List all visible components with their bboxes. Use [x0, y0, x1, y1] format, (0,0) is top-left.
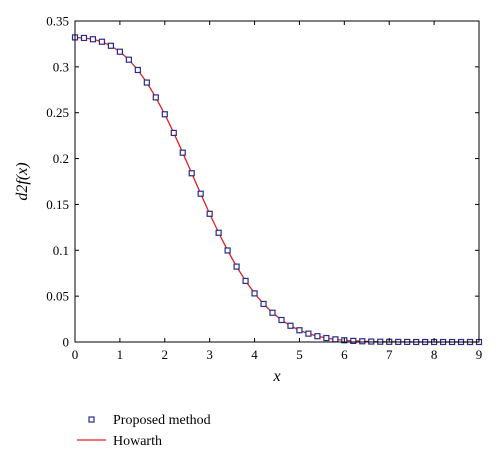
- legend-label-proposed-method: Proposed method: [113, 413, 211, 428]
- data-point-proposed-method: [80, 34, 88, 42]
- data-point-proposed-method: [134, 66, 141, 74]
- data-point-proposed-method: [242, 277, 249, 285]
- series-line-howarth: [74, 36, 479, 343]
- data-point-proposed-method: [260, 300, 267, 308]
- data-point-proposed-method: [125, 56, 132, 63]
- y-tick-label: 0.2: [53, 151, 69, 166]
- legend-label-howarth: Howarth: [113, 434, 162, 449]
- x-tick-label: 5: [296, 347, 303, 362]
- data-point-proposed-method: [305, 330, 312, 337]
- x-tick-label: 2: [162, 347, 169, 362]
- y-tick-label: 0.1: [53, 243, 69, 258]
- y-tick-label: 0: [63, 335, 70, 350]
- data-point-proposed-method: [233, 263, 240, 270]
- data-point-proposed-method: [215, 229, 222, 236]
- data-point-proposed-method: [251, 290, 258, 297]
- data-point-proposed-method: [332, 336, 339, 343]
- y-tick-label: 0.25: [46, 105, 69, 120]
- x-tick-label: 1: [117, 347, 124, 362]
- data-point-proposed-method: [116, 48, 123, 55]
- y-tick-label: 0.3: [53, 59, 69, 74]
- x-tick-label: 7: [386, 347, 393, 362]
- data-point-proposed-method: [161, 111, 168, 118]
- data-point-proposed-method: [278, 316, 285, 324]
- plot-area: [71, 34, 483, 346]
- data-point-proposed-method: [197, 190, 204, 197]
- y-axis-label: d2f(x): [14, 162, 31, 200]
- data-point-proposed-method: [323, 334, 330, 342]
- axes: 0 1 2 3 4 5 6 7 8 9 0 0.05 0.1 0.15 0.2 0.25 0.3 0.35: [46, 14, 482, 363]
- x-tick-label: 6: [341, 347, 348, 362]
- data-point-proposed-method: [314, 333, 321, 340]
- legend: Proposed method Howarth: [77, 413, 211, 449]
- data-point-proposed-method: [188, 170, 195, 177]
- plot-frame: [74, 20, 480, 343]
- data-point-proposed-method: [107, 42, 115, 49]
- data-point-proposed-method: [359, 338, 366, 345]
- data-point-proposed-method: [89, 36, 97, 43]
- y-tick-label: 0.35: [46, 14, 69, 29]
- data-point-proposed-method: [206, 210, 213, 217]
- data-point-proposed-method: [170, 129, 177, 136]
- y-tick-label: 0.05: [46, 289, 69, 304]
- data-point-proposed-method: [224, 247, 231, 254]
- legend-marker-proposed-method: [88, 416, 95, 423]
- y-tick-label: 0.15: [46, 197, 69, 212]
- data-point-proposed-method: [296, 327, 303, 334]
- data-point-proposed-method: [269, 309, 276, 316]
- data-point-proposed-method: [350, 337, 357, 344]
- x-tick-label: 9: [476, 347, 483, 362]
- x-axis-label: x: [272, 368, 280, 385]
- x-tick-label: 4: [251, 347, 258, 362]
- data-point-proposed-method: [179, 149, 186, 156]
- x-tick-label: 3: [206, 347, 213, 362]
- data-point-proposed-method: [143, 79, 150, 86]
- x-tick-label: 8: [431, 347, 438, 362]
- data-point-proposed-method: [98, 38, 106, 45]
- x-tick-label: 0: [72, 347, 79, 362]
- data-point-proposed-method: [287, 322, 294, 329]
- data-point-proposed-method: [152, 94, 159, 101]
